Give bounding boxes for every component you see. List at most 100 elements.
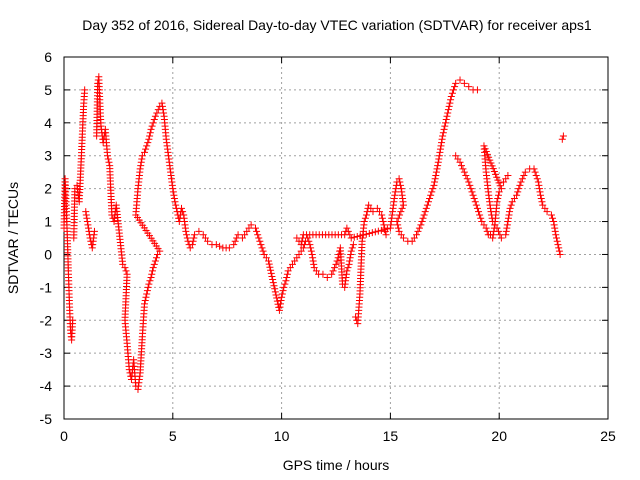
data-point <box>255 234 263 242</box>
x-axis-label: GPS time / hours <box>283 457 390 473</box>
data-point <box>183 231 191 239</box>
data-point <box>447 92 455 100</box>
data-point <box>534 178 542 186</box>
data-point <box>506 208 514 216</box>
data-point <box>518 175 526 183</box>
data-point <box>558 135 566 143</box>
data-point <box>150 116 158 124</box>
data-point <box>266 263 274 271</box>
data-point <box>374 227 382 235</box>
data-point <box>399 201 407 209</box>
data-point <box>269 279 277 287</box>
data-point <box>104 155 112 163</box>
data-point <box>328 270 336 278</box>
data-point <box>369 208 377 216</box>
data-point <box>430 181 438 189</box>
x-tick-label: 5 <box>169 428 177 444</box>
data-point <box>282 277 290 285</box>
data-point <box>452 79 460 87</box>
data-point <box>547 211 555 219</box>
data-point <box>431 178 439 186</box>
data-point <box>149 119 157 127</box>
data-point <box>550 221 558 229</box>
data-point <box>143 287 151 295</box>
data-point <box>435 152 443 160</box>
data-point <box>179 208 187 216</box>
data-point <box>268 272 276 280</box>
data-point <box>415 224 423 232</box>
data-point <box>492 170 500 178</box>
data-point <box>344 264 352 272</box>
data-point <box>496 182 504 190</box>
data-point <box>486 156 494 164</box>
data-point <box>189 237 197 245</box>
data-point <box>450 86 458 94</box>
data-point <box>212 241 220 249</box>
data-point <box>151 112 159 120</box>
data-point <box>434 162 442 170</box>
data-point <box>231 237 239 245</box>
data-point <box>441 122 449 130</box>
data-point <box>169 188 177 196</box>
data-point <box>148 122 156 130</box>
data-point <box>171 198 179 206</box>
data-point <box>269 276 277 284</box>
data-point <box>191 231 199 239</box>
data-point <box>396 178 404 186</box>
data-point <box>283 270 291 278</box>
data-point <box>178 204 186 212</box>
data-point <box>502 227 510 235</box>
data-point <box>535 185 543 193</box>
data-point <box>436 148 444 156</box>
data-point <box>383 225 391 233</box>
data-point <box>329 267 337 275</box>
data-point <box>84 224 92 232</box>
data-point <box>144 139 152 147</box>
data-point <box>419 214 427 222</box>
data-point <box>149 264 157 272</box>
data-point <box>475 208 483 216</box>
data-point <box>444 106 452 114</box>
data-point <box>121 264 129 272</box>
data-point <box>426 195 434 203</box>
data-point <box>81 86 89 94</box>
y-axis-label: SDTVAR / TECUs <box>5 182 21 294</box>
data-point <box>343 224 351 232</box>
y-tick-label: -2 <box>40 312 53 328</box>
data-point <box>482 224 490 232</box>
data-point <box>493 224 501 232</box>
data-point <box>531 168 539 176</box>
data-point <box>182 227 190 235</box>
data-point <box>344 227 352 235</box>
data-point <box>466 181 474 189</box>
data-point <box>532 171 540 179</box>
data-point <box>465 83 473 91</box>
data-point <box>379 218 387 226</box>
data-point <box>447 96 455 104</box>
data-point <box>552 231 560 239</box>
data-point <box>505 211 513 219</box>
data-point <box>362 211 370 219</box>
data-point <box>148 267 156 275</box>
data-point <box>258 244 266 252</box>
data-point <box>267 269 275 277</box>
data-point <box>346 231 354 239</box>
data-point <box>276 303 284 311</box>
data-points <box>60 73 567 393</box>
data-point <box>436 145 444 153</box>
data-point <box>517 178 525 186</box>
data-point <box>395 175 403 183</box>
data-point <box>473 204 481 212</box>
data-point <box>160 109 168 117</box>
data-point <box>446 99 454 107</box>
data-point <box>361 214 369 222</box>
data-point <box>144 283 152 291</box>
data-point <box>380 226 388 234</box>
data-point <box>234 231 242 239</box>
data-point <box>277 297 285 305</box>
data-point <box>554 241 562 249</box>
data-point <box>279 287 287 295</box>
data-point <box>514 188 522 196</box>
data-point <box>136 165 144 173</box>
data-point <box>299 234 307 242</box>
